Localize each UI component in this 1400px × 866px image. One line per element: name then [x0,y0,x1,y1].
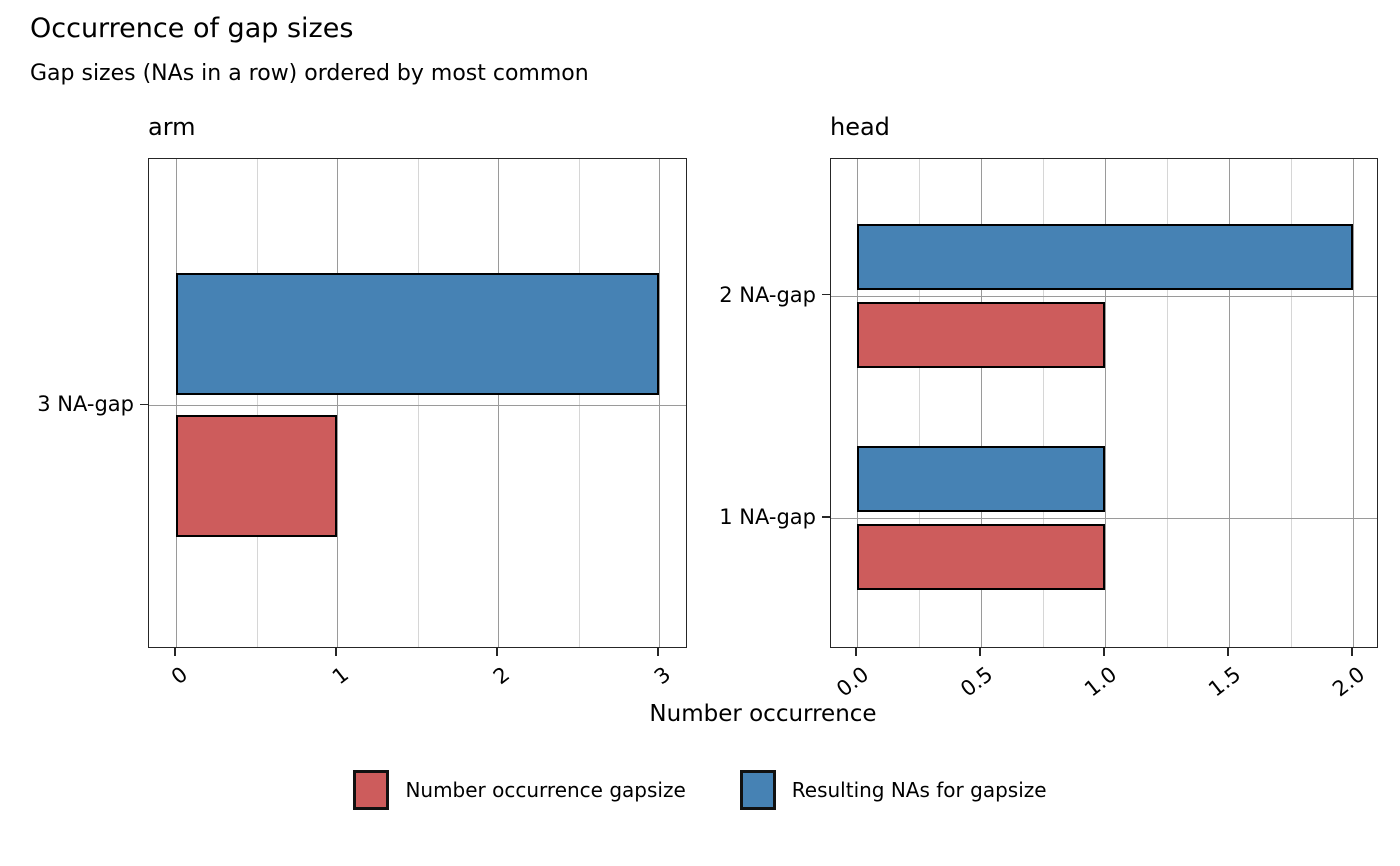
gridline-minor [1291,159,1292,647]
facet-title-arm: arm [148,113,196,141]
gridline-minor [578,159,580,647]
legend-label-resulting: Resulting NAs for gapsize [791,778,1047,802]
legend: Number occurrence gapsize Resulting NAs … [0,770,1400,810]
gridline-major [1105,159,1106,647]
x-tick-mark [1103,648,1105,656]
x-tick-label: 1.5 [1203,662,1245,702]
facet-title-head: head [830,113,890,141]
bar-number-occurrence [857,523,1105,590]
x-tick-mark [657,648,659,656]
y-tick-mark [822,515,830,518]
gridline-minor [919,159,920,647]
legend-swatch-occurrence [353,770,390,810]
y-tick-label: 2 NA-gap [719,282,816,307]
x-tick-mark [855,648,857,656]
x-tick-label: 0.5 [955,662,997,702]
gridline-major [176,159,177,647]
x-tick-mark [979,648,981,656]
y-tick-mark [822,293,830,296]
bar-number-occurrence [857,301,1105,368]
gridline-major [659,159,660,647]
figure-title: Occurrence of gap sizes [30,13,354,44]
y-tick-label: 3 NA-gap [37,392,134,417]
bar-number-occurrence [176,415,337,538]
bar-resulting-nas [176,273,659,396]
gridline-major [498,159,499,647]
x-tick-label: 2.0 [1327,662,1369,702]
gridline-major [857,159,858,647]
x-tick-label: 0.0 [831,662,873,702]
legend-item-resulting: Resulting NAs for gapsize [739,770,1047,810]
figure-subtitle: Gap sizes (NAs in a row) ordered by most… [30,61,589,86]
x-tick-label: 0 [166,662,192,690]
x-tick-label: 2 [488,662,514,690]
y-tick-mark [140,403,148,406]
gridline-horizontal [831,295,1377,297]
x-tick-mark [496,648,498,656]
bar-resulting-nas [857,445,1105,512]
facet-head: head 2 NA-gap 1 NA-gap 0.0 0.5 1.0 1.5 2.0 [710,112,1386,722]
x-axis-title: Number occurrence [649,701,877,727]
gridline-minor [256,159,258,647]
legend-label-occurrence: Number occurrence gapsize [405,778,686,802]
gridline-horizontal [831,517,1377,519]
facet-arm: arm 3 NA-gap 0 1 2 3 [28,112,698,722]
y-tick-label: 1 NA-gap [719,504,816,529]
x-tick-label: 3 [649,662,675,690]
x-tick-mark [335,648,337,656]
gridline-major [1229,159,1230,647]
x-tick-mark [174,648,176,656]
gridline-minor [417,159,419,647]
bar-resulting-nas [857,223,1353,290]
legend-item-occurrence: Number occurrence gapsize [353,770,686,810]
legend-swatch-resulting [739,770,776,810]
x-tick-mark [1351,648,1353,656]
gridline-major [337,159,338,647]
gridline-minor [1167,159,1168,647]
gridline-horizontal [149,405,686,407]
gridline-major [981,159,982,647]
panel-arm [148,158,687,648]
x-tick-label: 1.0 [1079,662,1121,702]
x-tick-label: 1 [327,662,353,690]
gridline-minor [1043,159,1044,647]
x-tick-mark [1227,648,1229,656]
panel-head [830,158,1378,648]
gridline-major [1353,159,1354,647]
